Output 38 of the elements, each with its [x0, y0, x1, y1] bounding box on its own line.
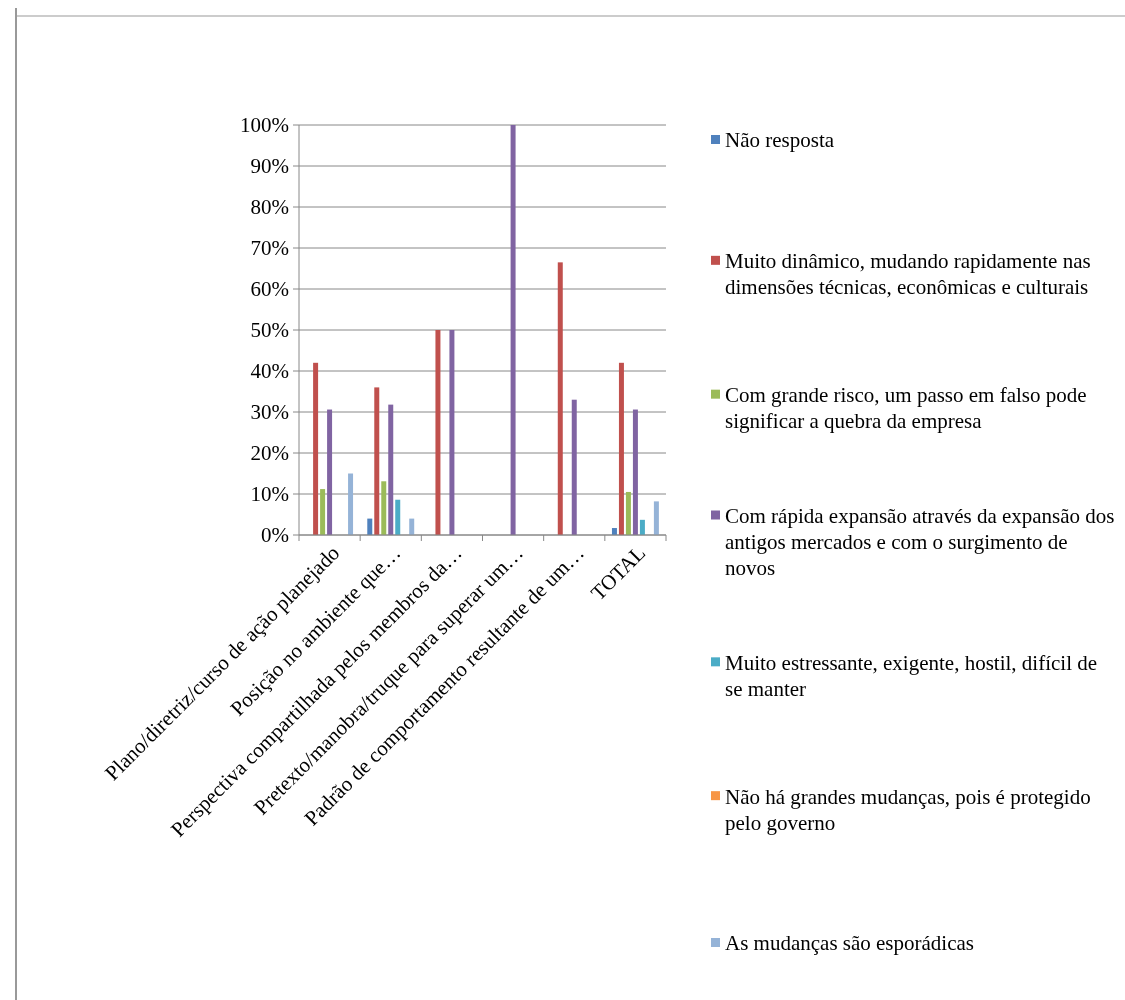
legend-label: As mudanças são esporádicas: [725, 931, 975, 956]
bar: [632, 409, 638, 535]
bar: [571, 399, 577, 535]
bar: [409, 518, 415, 535]
bar: [639, 519, 645, 535]
legend-label: Com grande risco, um passo em falso pode significar a quebra da empresa: [725, 383, 1087, 434]
legend-label: Muito dinâmico, mudando rapidamente nas dimensões técnicas, econômicas e culturais: [725, 249, 1091, 300]
y-tick-label: 10%: [250, 482, 289, 507]
y-tick-label: 60%: [250, 277, 289, 302]
bar: [395, 499, 401, 535]
y-tick-label: 70%: [250, 236, 289, 261]
y-tick-label: 90%: [250, 154, 289, 179]
bar: [374, 387, 380, 535]
bar: [313, 362, 319, 535]
bar: [449, 330, 455, 535]
legend-label: Com rápida expansão através da expansão dos antigos mercados e com o surgimento de novos: [725, 503, 1115, 580]
bar: [320, 489, 326, 535]
bar: [625, 491, 631, 535]
y-tick-label: 100%: [240, 113, 289, 138]
bar: [435, 330, 441, 535]
bar: [381, 481, 387, 535]
bar: [557, 262, 563, 535]
legend-label: Não há grandes mudanças, pois é protegido pelo governo: [725, 784, 1091, 835]
bar: [327, 409, 333, 535]
bar: [388, 404, 394, 535]
bar: [510, 125, 516, 535]
legend-label: Muito estressante, exigente, hostil, difícil de se manter: [725, 650, 1098, 701]
bar: [653, 501, 659, 535]
bar: [348, 473, 354, 535]
bar: [618, 362, 624, 535]
y-tick-label: 80%: [250, 195, 289, 220]
bar: [367, 518, 373, 535]
y-tick-label: 50%: [250, 318, 289, 343]
y-tick-label: 30%: [250, 400, 289, 425]
y-tick-label: 0%: [261, 523, 289, 548]
y-tick-label: 20%: [250, 441, 289, 466]
y-tick-label: 40%: [250, 359, 289, 384]
legend-label: Não resposta: [725, 128, 835, 153]
